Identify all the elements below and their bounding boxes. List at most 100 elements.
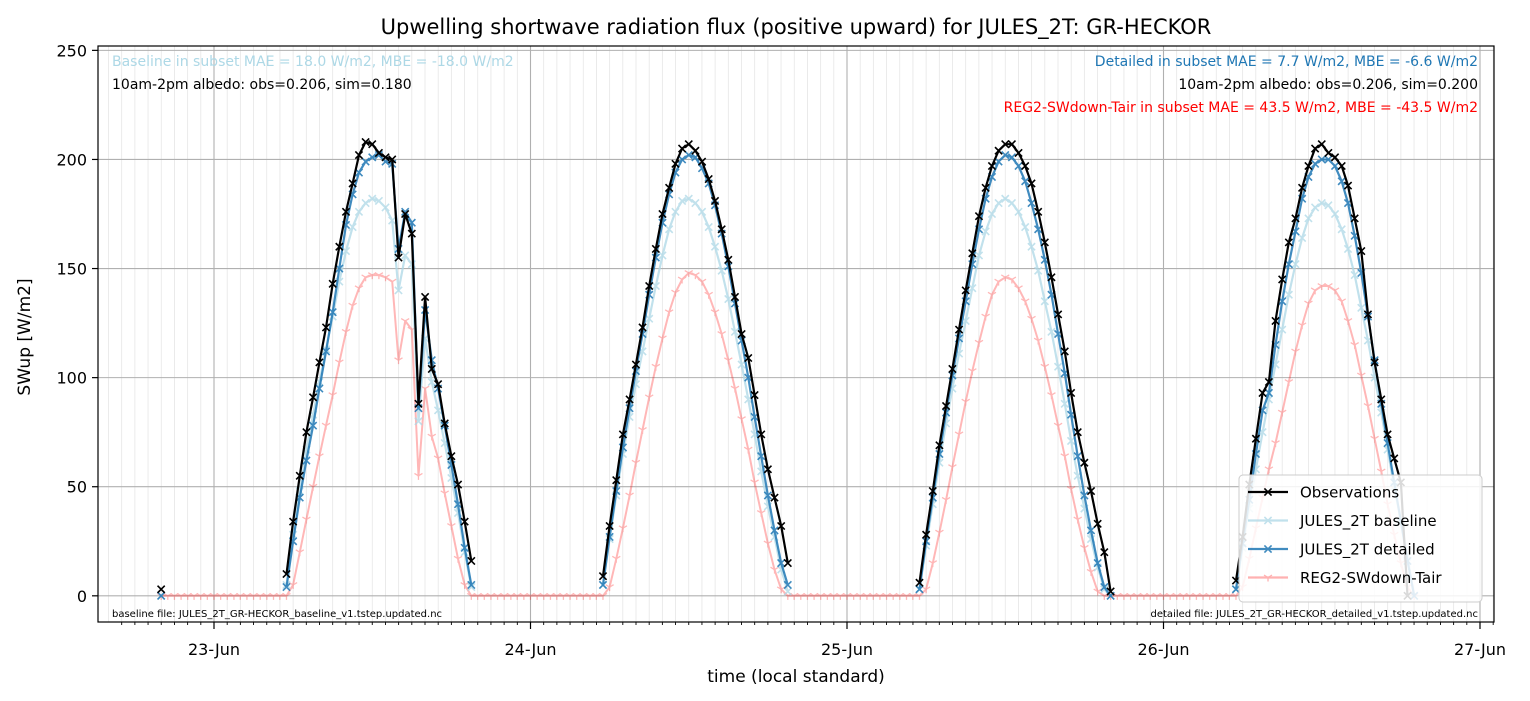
data-point — [1100, 582, 1109, 592]
data-point — [691, 272, 700, 280]
data-point — [1093, 519, 1102, 528]
data-point — [334, 359, 344, 367]
data-point — [1258, 388, 1267, 398]
data-point — [341, 207, 351, 216]
data-point — [730, 385, 740, 393]
data-point — [374, 150, 384, 160]
data-point — [994, 146, 1003, 155]
data-point — [671, 207, 680, 216]
data-point — [348, 179, 357, 188]
data-point — [499, 592, 509, 600]
data-point — [467, 556, 476, 566]
data-point — [1086, 486, 1096, 496]
data-point — [723, 357, 733, 365]
data-point — [1297, 322, 1307, 330]
data-point — [388, 216, 397, 225]
data-point — [921, 586, 931, 594]
data-point — [315, 358, 324, 367]
data-point — [777, 521, 786, 531]
data-point — [559, 592, 568, 600]
data-point — [460, 543, 469, 552]
data-point — [618, 525, 628, 533]
series-line — [918, 154, 1112, 597]
data-point — [460, 581, 470, 589]
data-point — [433, 455, 443, 463]
data-point — [1086, 526, 1096, 535]
data-point — [394, 357, 403, 365]
data-point — [321, 347, 331, 356]
legend-label: JULES_2T baseline — [1299, 512, 1437, 531]
data-point — [1014, 207, 1023, 216]
data-point — [842, 592, 852, 600]
data-point — [750, 390, 759, 400]
data-point — [671, 289, 680, 297]
data-point — [968, 284, 977, 293]
data-point — [704, 291, 714, 299]
data-point — [875, 592, 885, 600]
legend-swatch — [1248, 487, 1288, 497]
data-point — [315, 384, 324, 393]
data-point — [427, 377, 436, 387]
data-point — [1304, 161, 1313, 171]
data-point — [1350, 214, 1359, 223]
data-point — [1310, 144, 1320, 153]
data-point — [1060, 347, 1069, 356]
data-point — [987, 161, 997, 171]
data-point — [354, 150, 364, 160]
data-point — [473, 592, 482, 600]
series-line — [1234, 158, 1416, 597]
data-point — [308, 483, 318, 491]
data-point — [1377, 395, 1386, 404]
data-point — [625, 492, 634, 500]
legend-marker — [1263, 487, 1273, 497]
data-point — [433, 380, 443, 389]
data-point — [1284, 238, 1293, 247]
data-point — [1080, 544, 1089, 552]
legend-item: JULES_2T detailed — [1248, 541, 1435, 560]
data-point — [407, 229, 416, 238]
data-point — [1001, 140, 1010, 149]
data-point — [967, 368, 977, 376]
data-point — [1027, 315, 1036, 323]
data-point — [1218, 592, 1228, 600]
legend: Observations JULES_2T baseline JULES_2T de… — [1238, 474, 1483, 603]
data-point — [1034, 207, 1043, 216]
data-point — [1278, 325, 1287, 334]
data-point — [328, 279, 337, 288]
data-point — [381, 203, 390, 212]
data-point — [1139, 592, 1149, 600]
legend-swatch — [1248, 516, 1288, 525]
data-point — [1317, 198, 1326, 208]
data-point — [1047, 273, 1056, 282]
data-point — [361, 274, 370, 282]
data-point — [803, 592, 812, 600]
data-point — [1014, 161, 1023, 171]
data-point — [1152, 592, 1162, 600]
data-point — [269, 592, 278, 600]
data-point — [328, 392, 338, 400]
data-point — [585, 592, 595, 600]
detailed-file-annotation: detailed file: JULES_2T_GR-HECKOR_detail… — [1151, 609, 1478, 620]
data-point — [308, 421, 318, 430]
series-1 — [156, 194, 1419, 600]
data-point — [677, 144, 687, 153]
data-point — [196, 592, 206, 600]
data-point — [796, 592, 806, 600]
data-point — [447, 523, 456, 530]
data-point — [1370, 435, 1379, 443]
data-point — [394, 253, 403, 262]
data-point — [1066, 485, 1076, 493]
data-point — [1390, 454, 1399, 463]
data-point — [684, 269, 694, 277]
data-point — [710, 242, 720, 251]
data-point — [598, 592, 608, 600]
data-point — [598, 580, 608, 590]
data-point — [374, 148, 384, 158]
data-point — [1343, 181, 1353, 190]
series-0 — [156, 137, 1412, 600]
data-point — [275, 592, 285, 600]
data-point — [638, 323, 647, 332]
data-point — [295, 549, 305, 557]
data-point — [1324, 201, 1333, 210]
